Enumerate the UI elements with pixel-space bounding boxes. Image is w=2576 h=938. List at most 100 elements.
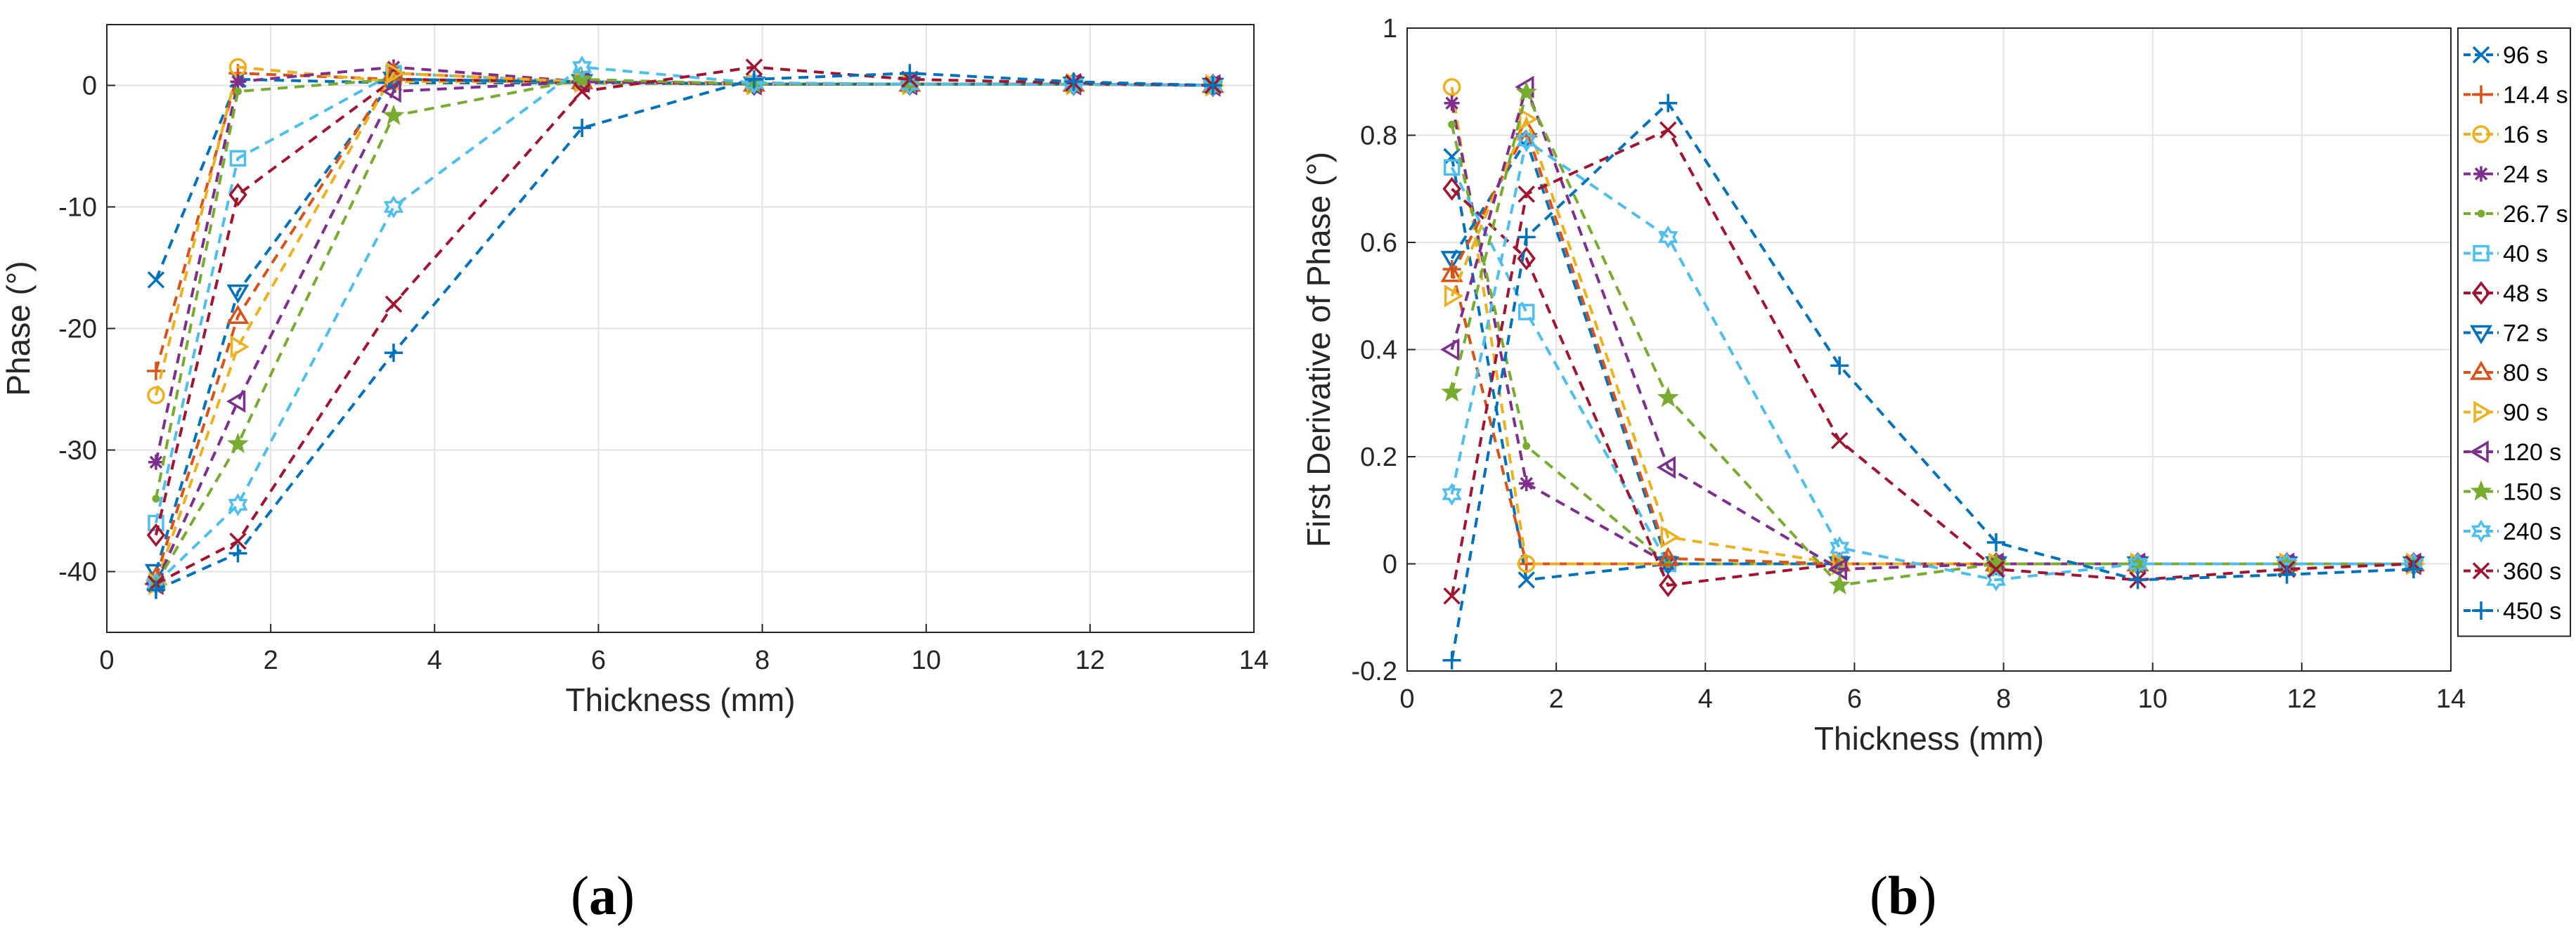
legend-marker: [2472, 562, 2490, 580]
data-point: [2404, 560, 2423, 579]
legend-marker: [2469, 360, 2493, 380]
legend-label: 120 s: [2503, 439, 2561, 466]
data-point: [146, 580, 165, 599]
data-point: [1443, 159, 1461, 176]
data-point: [1986, 533, 2005, 552]
y-axis-label: Phase (°): [0, 261, 37, 396]
data-point: [229, 533, 247, 550]
legend-entry: 40 s: [2464, 241, 2548, 268]
data-point: [384, 344, 403, 363]
data-point: [1064, 72, 1083, 91]
data-point: [382, 104, 405, 125]
legend-label: 24 s: [2503, 162, 2548, 188]
data-point: [228, 544, 247, 563]
legend-entry: 120 s: [2464, 439, 2561, 466]
legend-label: 48 s: [2503, 280, 2548, 307]
legend-entry: 240 s: [2464, 519, 2561, 545]
data-point: [2128, 571, 2147, 589]
x-tick-label: 4: [427, 646, 442, 675]
data-point: [1517, 185, 1535, 203]
series-360-s: [147, 58, 1222, 593]
x-tick-label: 14: [1239, 646, 1269, 675]
data-point: [1442, 78, 1461, 96]
y-tick-label: 0.2: [1360, 443, 1397, 472]
x-tick-label: 12: [1075, 646, 1105, 675]
y-tick-label: -0.2: [1352, 657, 1397, 686]
legend: 96 s 14.4 s 16 s 24 s 26.7 s 40 s 48 s 72 s 80 s…: [2457, 27, 2571, 637]
series-line: [154, 77, 1213, 573]
data-point: [1657, 547, 1680, 566]
legend-marker: [2472, 125, 2490, 143]
y-axis-label: First Derivative of Phase (°): [1300, 152, 1337, 547]
legend-entry: 48 s: [2464, 280, 2548, 307]
series-450-s: [146, 64, 1222, 599]
data-point: [1444, 95, 1460, 111]
data-point: [1442, 176, 1461, 201]
y-tick-label: -20: [58, 315, 97, 344]
y-tick-label: -30: [58, 436, 97, 466]
data-point: [1440, 251, 1463, 271]
data-point: [900, 64, 919, 83]
data-point: [1830, 536, 1850, 559]
data-point: [144, 564, 168, 583]
series-line: [1450, 167, 2414, 566]
y-tick-label: 0: [1383, 550, 1397, 580]
series-line: [1450, 138, 2414, 582]
data-point: [228, 183, 247, 207]
series-line: [155, 72, 1213, 592]
data-point: [1656, 456, 1676, 479]
axes-frame: [1406, 27, 2452, 672]
x-tick-label: 0: [99, 646, 114, 675]
data-point: [1657, 386, 1679, 408]
axes-frame: [106, 24, 1255, 633]
legend-entry: 14.4 s: [2464, 82, 2568, 109]
x-tick-label: 2: [1549, 684, 1564, 714]
x-tick-label: 10: [2138, 684, 2168, 714]
data-point: [1444, 285, 1464, 308]
data-point: [1448, 120, 1456, 129]
legend-marker: [2469, 440, 2489, 464]
data-point: [1440, 338, 1460, 361]
legend-label: 96 s: [2503, 42, 2548, 69]
x-tick-label: 12: [2287, 684, 2317, 714]
data-point: [1517, 228, 1536, 247]
data-point: [1522, 442, 1531, 450]
data-point: [1442, 483, 1462, 506]
data-point: [1517, 247, 1536, 271]
data-point: [1203, 76, 1222, 95]
data-point: [1517, 304, 1535, 320]
data-point: [382, 80, 401, 103]
legend-entry: 150 s: [2464, 479, 2561, 506]
x-tick-label: 0: [1399, 684, 1414, 714]
x-tick-label: 6: [591, 646, 606, 675]
data-point: [1827, 558, 1847, 581]
legend-label: 80 s: [2503, 360, 2548, 386]
x-tick-label: 6: [1847, 684, 1862, 714]
data-point: [1659, 93, 1678, 112]
y-tick-label: 0: [82, 72, 97, 101]
data-point: [230, 74, 246, 90]
legend-marker: [2472, 601, 2490, 620]
data-point: [2277, 565, 2296, 584]
data-point: [148, 454, 164, 470]
series-line: [155, 65, 1213, 585]
series-line: [1450, 100, 2414, 661]
data-point: [147, 271, 165, 289]
x-tick-label: 4: [1698, 684, 1713, 714]
data-point: [228, 493, 248, 516]
legend-label: 40 s: [2503, 241, 2548, 268]
legend-marker: [2469, 325, 2493, 344]
data-point: [573, 82, 591, 100]
legend-marker: [2471, 519, 2492, 543]
data-point: [1659, 573, 1678, 597]
legend-label: 72 s: [2503, 320, 2548, 347]
data-point: [1830, 356, 1849, 375]
legend-marker: [2471, 281, 2491, 305]
data-point: [1515, 81, 1538, 102]
data-point: [1828, 573, 1851, 595]
data-point: [383, 195, 404, 219]
data-point: [386, 62, 406, 85]
legend-label: 90 s: [2503, 400, 2548, 426]
